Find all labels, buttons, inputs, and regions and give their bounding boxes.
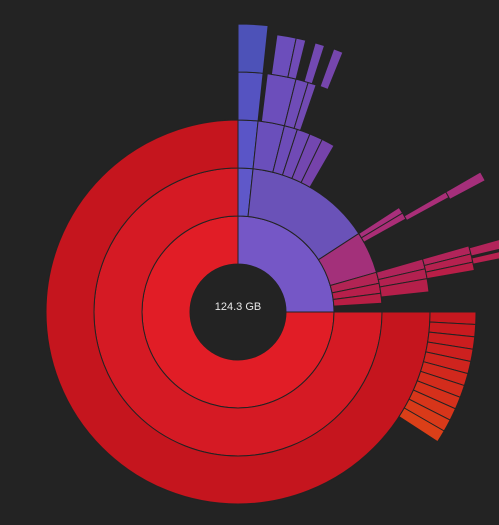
segment-ring3-purple-5[interactable] [300,138,335,188]
segment-ring3-red[interactable] [45,119,431,505]
center-hole[interactable] [190,264,286,360]
segment-ring4-magenta[interactable] [403,191,450,222]
segment-ring5-blue[interactable] [237,23,269,74]
segment-ring5-magenta[interactable] [445,171,486,201]
segment-ring5-purple-2[interactable] [287,37,307,80]
segment-ring3-magenta-2[interactable] [360,212,407,243]
segment-ring4-crimson-3[interactable] [425,261,475,280]
segment-ring5-purple-4[interactable] [319,48,344,91]
segment-ring5-crimson-1[interactable] [468,237,499,257]
segment-ring4-blue[interactable] [237,71,264,122]
segment-ring5-purple-3[interactable] [303,42,326,85]
segment-ring5-crimson-2[interactable] [471,249,499,265]
segment-ring3-crimson-3[interactable] [379,278,430,298]
segment-ring4-orange-11[interactable] [398,407,445,443]
sunburst-segments [45,23,499,505]
